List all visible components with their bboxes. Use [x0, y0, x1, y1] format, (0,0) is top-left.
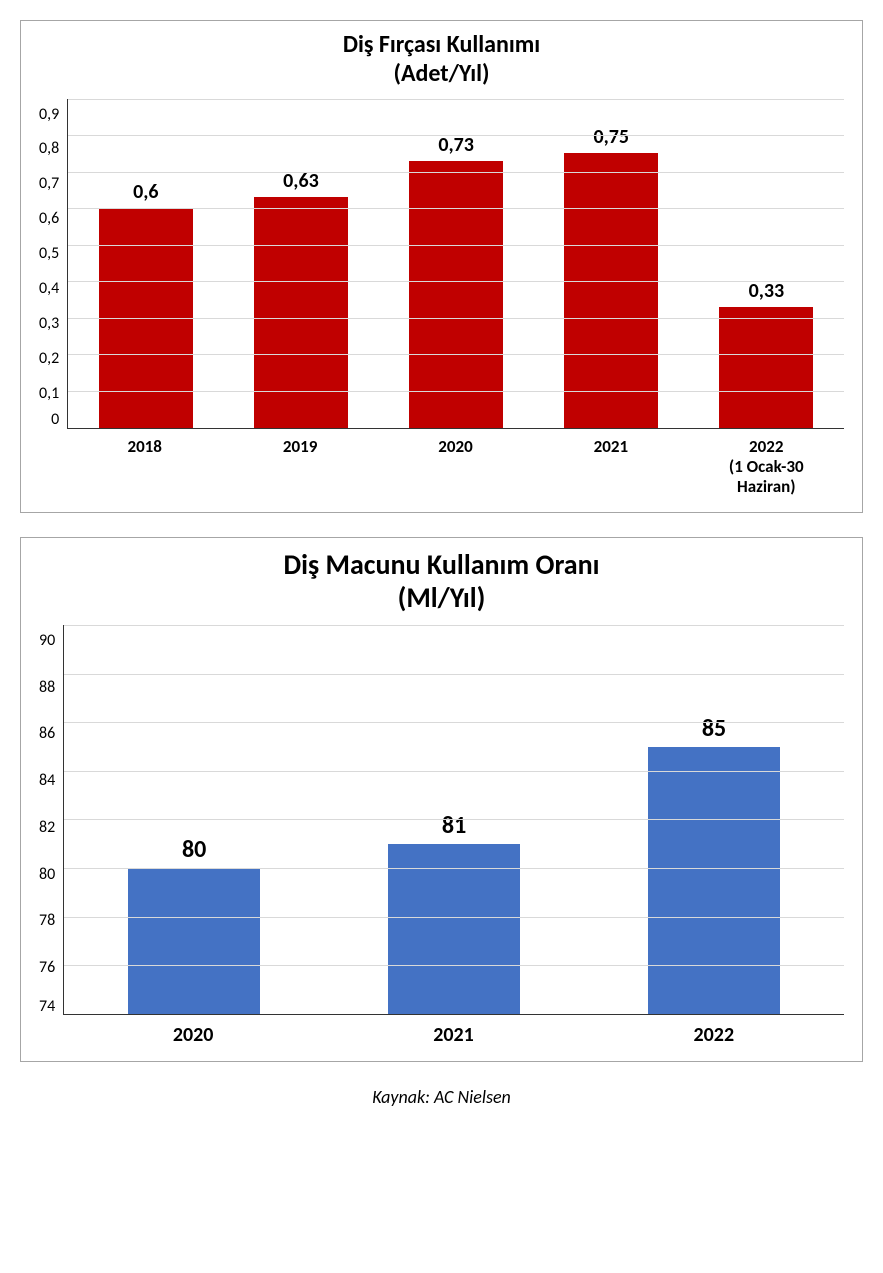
bar-value-label: 80 [182, 835, 206, 864]
y-tick: 80 [39, 867, 55, 883]
bar-value-label: 81 [442, 811, 466, 840]
x-label: 2020 [408, 437, 502, 498]
chart2-title: Diş Macunu Kullanım Oranı (Ml/Yıl) [39, 548, 844, 615]
y-tick: 0,7 [39, 176, 59, 192]
y-tick: 0,8 [39, 141, 59, 157]
y-tick: 84 [39, 773, 55, 789]
source-label: Kaynak: AC Nielsen [20, 1086, 863, 1108]
chart1-bars: 0,6 0,63 0,73 0,75 0,33 [68, 99, 844, 428]
bar-value-label: 0,73 [438, 133, 474, 157]
chart-toothpaste-usage: Diş Macunu Kullanım Oranı (Ml/Yıl) 90 88 8… [20, 537, 863, 1062]
chart1-title-line1: Diş Fırçası Kullanımı [343, 30, 540, 59]
x-label: 2021 [387, 1023, 519, 1047]
grid-line [68, 245, 844, 246]
grid-line [68, 391, 844, 392]
y-tick: 88 [39, 680, 55, 696]
grid-line [64, 625, 844, 626]
chart2-plot: 90 88 86 84 82 80 78 76 74 80 81 85 [39, 625, 844, 1015]
x-label: 2022(1 Ocak-30 Haziran) [719, 437, 813, 498]
grid-line [64, 965, 844, 966]
y-tick: 0,4 [39, 281, 59, 297]
chart1-title: Diş Fırçası Kullanımı (Adet/Yıl) [39, 31, 844, 89]
x-label: 2021 [564, 437, 658, 498]
bar: 0,75 [564, 99, 658, 428]
chart2-title-line1: Diş Macunu Kullanım Oranı [283, 547, 599, 582]
grid-line [68, 354, 844, 355]
grid-line [64, 819, 844, 820]
y-tick: 0,3 [39, 316, 59, 332]
bar-value-label: 0,6 [133, 180, 158, 204]
bar-value-label: 0,63 [283, 169, 319, 193]
grid-line [68, 208, 844, 209]
x-label: 2022 [648, 1023, 780, 1047]
chart2-x-axis: 2020 2021 2022 [39, 1023, 844, 1047]
y-tick: 90 [39, 633, 55, 649]
grid-line [68, 99, 844, 100]
chart2-title-line2: (Ml/Yıl) [398, 580, 486, 615]
bar-rect [254, 197, 348, 427]
y-tick: 0,1 [39, 386, 59, 402]
chart-toothbrush-usage: Diş Fırçası Kullanımı (Adet/Yıl) 0,90,80… [20, 20, 863, 513]
bar-value-label: 0,75 [593, 125, 629, 149]
chart1-grid: 0,6 0,63 0,73 0,75 0,33 [67, 99, 844, 429]
bar-value-label: 0,33 [749, 279, 785, 303]
grid-line [64, 674, 844, 675]
bar: 0,63 [254, 99, 348, 428]
y-tick: 74 [39, 999, 55, 1015]
grid-line [64, 868, 844, 869]
x-label: 2018 [98, 437, 192, 498]
bar-rect [648, 747, 780, 1014]
grid-line [68, 135, 844, 136]
grid-line [64, 917, 844, 918]
bar: 0,73 [409, 99, 503, 428]
y-tick: 0,2 [39, 351, 59, 367]
x-label: 2019 [253, 437, 347, 498]
bar: 0,33 [719, 99, 813, 428]
y-tick: 0,5 [39, 246, 59, 262]
chart1-x-axis: 2018 2019 2020 2021 2022(1 Ocak-30 Haziran) [39, 437, 844, 498]
grid-line [64, 771, 844, 772]
bar-rect [719, 307, 813, 428]
chart1-title-line2: (Adet/Yıl) [393, 59, 489, 88]
x-label: 2020 [127, 1023, 259, 1047]
y-tick: 0 [51, 412, 59, 428]
bar-rect [409, 161, 503, 428]
grid-line [68, 172, 844, 173]
y-tick: 0,6 [39, 211, 59, 227]
y-tick: 76 [39, 960, 55, 976]
chart2-grid: 80 81 85 [63, 625, 844, 1015]
grid-line [64, 722, 844, 723]
bar-rect [128, 868, 260, 1014]
y-tick: 0,9 [39, 107, 59, 123]
y-tick: 78 [39, 913, 55, 929]
grid-line [68, 281, 844, 282]
bar-value-label: 85 [702, 714, 726, 743]
chart1-y-axis: 0,9 0,8 0,7 0,6 0,5 0,4 0,3 0,2 0,1 0 [39, 99, 67, 429]
bar-rect [564, 153, 658, 427]
chart1-plot: 0,9 0,8 0,7 0,6 0,5 0,4 0,3 0,2 0,1 0 0,6 0,63 0,73… [39, 99, 844, 429]
y-tick: 86 [39, 726, 55, 742]
bar-rect [388, 844, 520, 1014]
y-tick: 82 [39, 820, 55, 836]
x-sublabel: (1 Ocak-30 Haziran) [719, 457, 813, 498]
bar: 0,6 [99, 99, 193, 428]
grid-line [68, 318, 844, 319]
chart2-y-axis: 90 88 86 84 82 80 78 76 74 [39, 625, 63, 1015]
